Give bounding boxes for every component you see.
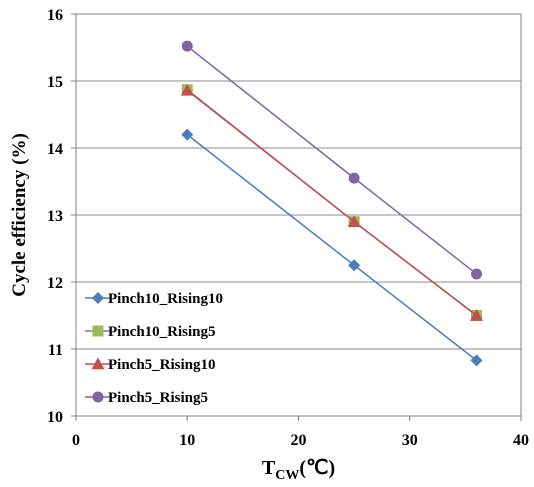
x-tick-label-0: 0 — [72, 432, 80, 449]
y-axis-title: Cycle efficiency (%) — [9, 133, 30, 297]
y-tick-label-13: 13 — [47, 208, 63, 225]
legend-marker-Pinch10_Rising5 — [92, 325, 104, 337]
data-point-Pinch10_Rising10-1 — [348, 259, 361, 272]
legend-marker-Pinch5_Rising5 — [92, 391, 104, 403]
series-line-Pinch5_Rising5 — [186, 45, 477, 275]
series-Pinch5_Rising10 — [180, 83, 483, 321]
legend-label-Pinch5_Rising5: Pinch5_Rising5 — [108, 390, 208, 406]
y-tick-label-11: 11 — [48, 342, 63, 359]
series-Pinch10_Rising10 — [181, 128, 483, 367]
y-tick-label-12: 12 — [47, 275, 63, 292]
series-line-Pinch10_Rising10 — [186, 134, 477, 361]
x-tick-label-30: 30 — [402, 432, 418, 449]
y-tick-label-14: 14 — [47, 141, 63, 158]
legend-label-Pinch10_Rising5: Pinch10_Rising5 — [108, 324, 216, 340]
x-axis-title-main: T — [262, 457, 276, 479]
legend-marker-Pinch5_Rising10 — [91, 357, 105, 370]
axes: 10 11 12 13 14 15 16 0 10 20 30 40 — [47, 7, 529, 449]
legend-entry-Pinch10_Rising10: Pinch10_Rising10 — [85, 291, 223, 307]
legend-entry-Pinch5_Rising10: Pinch5_Rising10 — [85, 357, 216, 373]
x-axis-title-unit: (℃) — [299, 457, 335, 479]
series-Pinch5_Rising5 — [181, 40, 482, 280]
legend-entry-Pinch5_Rising5: Pinch5_Rising5 — [85, 390, 208, 406]
legend-marker-Pinch10_Rising10 — [92, 292, 104, 304]
data-point-Pinch5_Rising5-0 — [181, 40, 193, 52]
data-point-Pinch5_Rising10-1 — [347, 215, 361, 227]
data-point-Pinch5_Rising5-1 — [348, 172, 360, 184]
data-point-Pinch5_Rising10-2 — [470, 309, 483, 321]
series-layer — [180, 40, 483, 367]
gridlines — [76, 13, 521, 417]
x-axis-title: TCW(℃) — [262, 457, 335, 483]
x-axis-title-subscript: CW — [275, 468, 299, 483]
legend-label-Pinch5_Rising10: Pinch5_Rising10 — [108, 357, 216, 373]
legend-label-Pinch10_Rising10: Pinch10_Rising10 — [108, 291, 223, 307]
legend: Pinch10_Rising10 Pinch10_Rising5 Pinch5_Ri… — [85, 291, 223, 406]
y-tick-label-10: 10 — [47, 409, 63, 426]
data-point-Pinch10_Rising10-2 — [470, 354, 483, 367]
y-tick-label-16: 16 — [47, 7, 63, 24]
data-point-Pinch5_Rising10-0 — [180, 83, 194, 96]
legend-entry-Pinch10_Rising5: Pinch10_Rising5 — [85, 324, 216, 340]
data-point-Pinch10_Rising10-0 — [181, 128, 194, 141]
x-tick-label-10: 10 — [179, 432, 195, 449]
x-tick-label-20: 20 — [291, 432, 307, 449]
x-tick-label-40: 40 — [513, 432, 529, 449]
data-point-Pinch5_Rising5-2 — [471, 268, 482, 280]
y-tick-label-15: 15 — [47, 74, 63, 91]
